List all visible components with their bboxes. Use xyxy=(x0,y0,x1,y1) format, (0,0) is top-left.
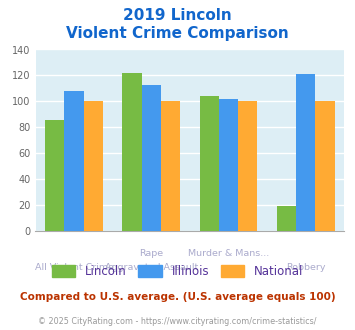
Bar xyxy=(200,96,219,231)
Text: Robbery: Robbery xyxy=(286,263,326,272)
Bar xyxy=(219,99,238,231)
Legend: Lincoln, Illinois, National: Lincoln, Illinois, National xyxy=(48,262,307,282)
Text: Aggravated Assault: Aggravated Assault xyxy=(105,263,198,272)
Bar xyxy=(238,101,257,231)
Text: Compared to U.S. average. (U.S. average equals 100): Compared to U.S. average. (U.S. average … xyxy=(20,292,335,302)
Text: © 2025 CityRating.com - https://www.cityrating.com/crime-statistics/: © 2025 CityRating.com - https://www.city… xyxy=(38,317,317,326)
Bar xyxy=(84,101,103,231)
Bar xyxy=(142,84,161,231)
Bar xyxy=(161,101,180,231)
Text: 2019 Lincoln: 2019 Lincoln xyxy=(123,8,232,23)
Bar xyxy=(296,74,315,231)
Text: All Violent Crime: All Violent Crime xyxy=(34,263,114,272)
Bar xyxy=(122,73,142,231)
Bar xyxy=(65,91,84,231)
Text: Murder & Mans...: Murder & Mans... xyxy=(188,249,269,258)
Text: Violent Crime Comparison: Violent Crime Comparison xyxy=(66,26,289,41)
Bar xyxy=(315,101,335,231)
Bar xyxy=(277,206,296,231)
Text: Rape: Rape xyxy=(139,249,163,258)
Bar xyxy=(45,119,65,231)
